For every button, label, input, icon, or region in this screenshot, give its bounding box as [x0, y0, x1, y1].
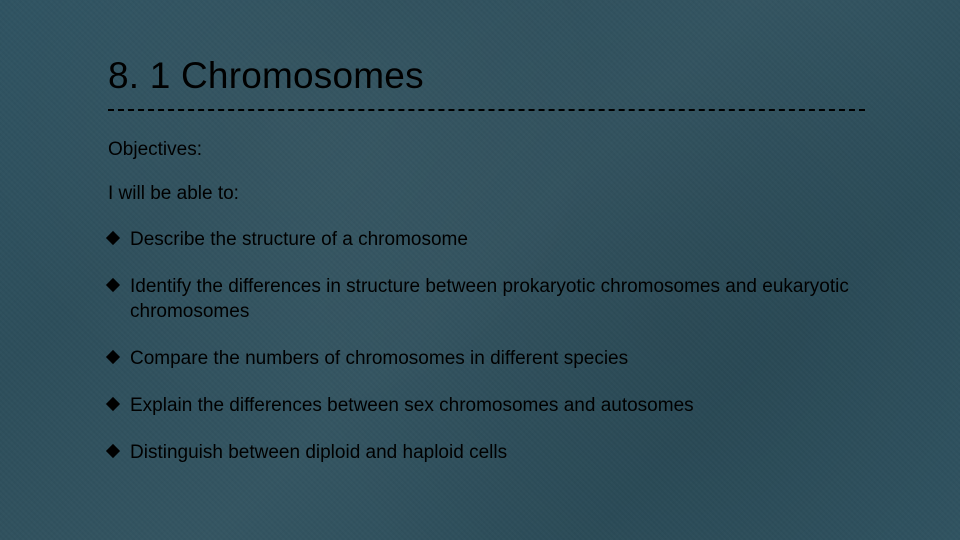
diamond-bullet-icon [106, 350, 120, 364]
slide-title: 8. 1 Chromosomes [108, 55, 865, 97]
objectives-label: Objectives: [108, 139, 865, 161]
list-item: Explain the differences between sex chro… [108, 393, 865, 418]
diamond-bullet-icon [106, 231, 120, 245]
diamond-bullet-icon [106, 278, 120, 292]
list-item-text: Identify the differences in structure be… [130, 276, 849, 322]
list-item: Compare the numbers of chromosomes in di… [108, 346, 865, 371]
intro-line: I will be able to: [108, 183, 865, 205]
objectives-list: Describe the structure of a chromosome I… [108, 227, 865, 465]
list-item: Identify the differences in structure be… [108, 274, 865, 324]
list-item: Distinguish between diploid and haploid … [108, 440, 865, 465]
list-item-text: Explain the differences between sex chro… [130, 395, 694, 416]
slide: 8. 1 Chromosomes Objectives: I will be a… [0, 0, 960, 540]
diamond-bullet-icon [106, 397, 120, 411]
list-item-text: Compare the numbers of chromosomes in di… [130, 348, 628, 369]
list-item: Describe the structure of a chromosome [108, 227, 865, 252]
diamond-bullet-icon [106, 444, 120, 458]
list-item-text: Distinguish between diploid and haploid … [130, 442, 507, 463]
slide-content: 8. 1 Chromosomes Objectives: I will be a… [0, 0, 960, 465]
list-item-text: Describe the structure of a chromosome [130, 229, 468, 250]
title-underline [108, 109, 865, 111]
